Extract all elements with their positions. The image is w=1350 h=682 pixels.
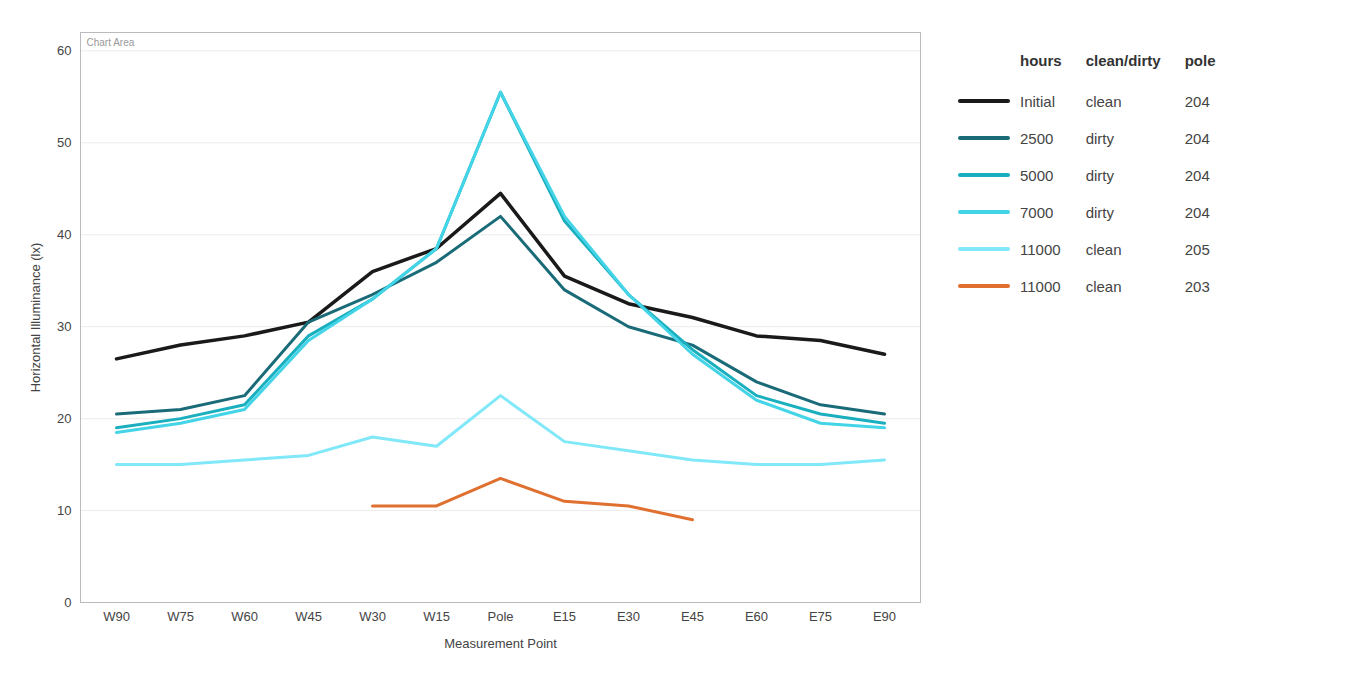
html-text:dirty: dirty (1085, 167, 1114, 184)
html-text:203: 203 (1184, 278, 1210, 295)
html-text:11000: 11000 (1020, 241, 1061, 258)
html-text:204: 204 (1184, 167, 1210, 184)
svg-text:E15: E15 (553, 609, 576, 624)
html-text:clean: clean (1085, 278, 1122, 295)
svg-text:10: 10 (57, 503, 71, 518)
svg-text:E60: E60 (745, 609, 768, 624)
html-text:dirty: dirty (1085, 130, 1114, 147)
svg-text:W15: W15 (423, 609, 450, 624)
svg-text:Measurement Point: Measurement Point (444, 636, 557, 651)
html-text:204: 204 (1184, 204, 1210, 221)
svg-text:0: 0 (64, 595, 71, 610)
html-text:11000: 11000 (1020, 278, 1061, 295)
svg-text:E75: E75 (809, 609, 832, 624)
svg-text:W75: W75 (167, 609, 194, 624)
html-text:clean: clean (1085, 93, 1122, 110)
html-text:204: 204 (1184, 93, 1210, 110)
svg-text:30: 30 (57, 319, 71, 334)
html-text:clean/dirty: clean/dirty (1085, 52, 1161, 69)
svg-text:W60: W60 (231, 609, 258, 624)
svg-text:W30: W30 (359, 609, 386, 624)
svg-text:Chart Area: Chart Area (87, 37, 135, 48)
svg-text:Horizontal Illuminance (lx): Horizontal Illuminance (lx) (28, 243, 43, 393)
svg-text:E90: E90 (873, 609, 896, 624)
html-text:5000: 5000 (1020, 167, 1054, 184)
html-text:pole: pole (1184, 52, 1216, 69)
svg-text:E45: E45 (681, 609, 704, 624)
svg-text:20: 20 (57, 411, 71, 426)
html-text:hours: hours (1020, 52, 1062, 69)
html-text:dirty: dirty (1085, 204, 1114, 221)
html-text:204: 204 (1184, 130, 1210, 147)
html-text:Initial: Initial (1020, 93, 1055, 110)
html-text:7000: 7000 (1020, 204, 1054, 221)
svg-text:W90: W90 (103, 609, 130, 624)
svg-text:60: 60 (57, 43, 71, 58)
html-text:2500: 2500 (1020, 130, 1054, 147)
html-text:clean: clean (1085, 241, 1122, 258)
svg-text:50: 50 (57, 135, 71, 150)
svg-text:40: 40 (57, 227, 71, 242)
html-text:205: 205 (1184, 241, 1210, 258)
svg-text:E30: E30 (617, 609, 640, 624)
svg-text:Pole: Pole (487, 609, 513, 624)
svg-text:W45: W45 (295, 609, 322, 624)
